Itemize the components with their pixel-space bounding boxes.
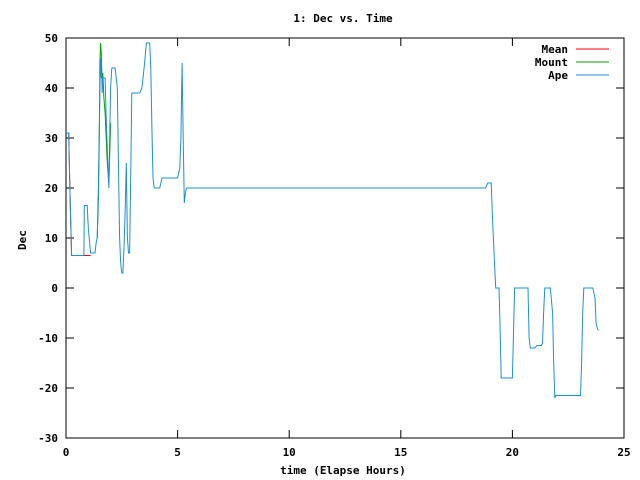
axis-ticks: 0 5 10 15 20 25 -30 -20 -10 0 10 20 30 40 50 xyxy=(38,32,631,459)
legend-label: Mount xyxy=(535,56,568,69)
y-axis-label: Dec xyxy=(16,230,29,250)
x-tick-label: 20 xyxy=(506,446,519,459)
legend-label: Mean xyxy=(542,43,569,56)
plot-frame xyxy=(65,37,625,439)
series-lines xyxy=(66,42,599,399)
y-tick-label: 0 xyxy=(51,282,58,295)
y-tick-label: -30 xyxy=(38,432,58,445)
y-tick-label: 50 xyxy=(45,32,58,45)
x-axis-label: time (Elapse Hours) xyxy=(280,464,406,477)
y-tick-label: 40 xyxy=(45,82,58,95)
x-tick-label: 25 xyxy=(617,446,630,459)
y-tick-label: 10 xyxy=(45,232,58,245)
chart-title: 1: Dec vs. Time xyxy=(293,12,393,25)
series-line-ape xyxy=(66,42,599,399)
x-tick-label: 15 xyxy=(394,446,407,459)
x-tick-label: 10 xyxy=(283,446,296,459)
y-tick-label: -20 xyxy=(38,382,58,395)
x-tick-label: 0 xyxy=(63,446,70,459)
y-tick-label: 20 xyxy=(45,182,58,195)
legend-label: Ape xyxy=(548,69,568,82)
x-tick-label: 5 xyxy=(174,446,181,459)
y-tick-label: -10 xyxy=(38,332,58,345)
y-tick-label: 30 xyxy=(45,132,58,145)
